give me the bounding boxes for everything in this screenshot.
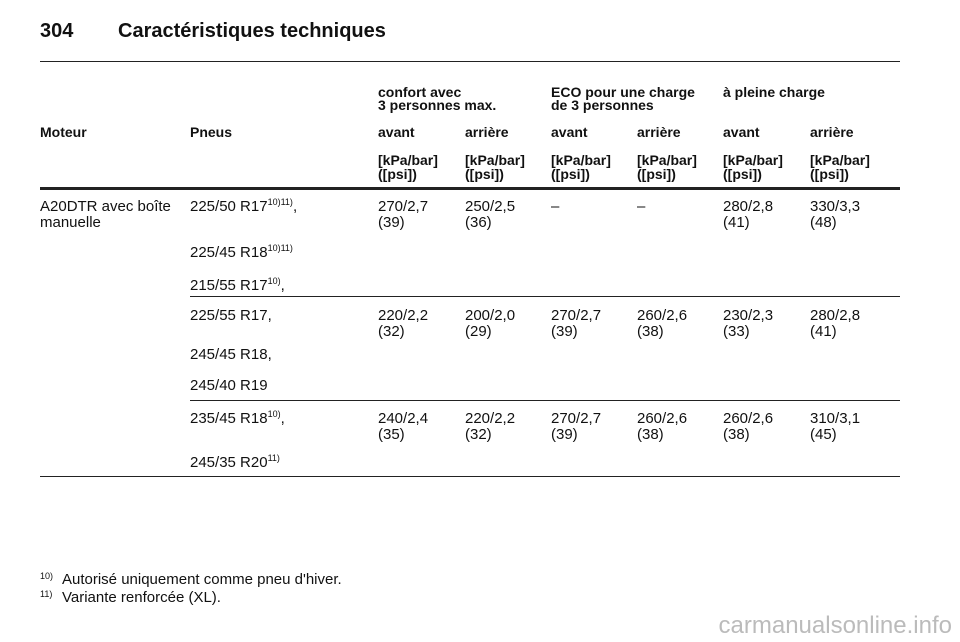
pressure: 220/2,2 bbox=[378, 307, 429, 324]
footnote-mark: 10) bbox=[40, 571, 54, 581]
pressure: – bbox=[637, 198, 646, 215]
tire-size: 225/50 R17 bbox=[190, 198, 268, 215]
rule bbox=[40, 61, 900, 62]
column-header: avant bbox=[723, 124, 760, 140]
punctuation: , bbox=[292, 198, 298, 215]
rule bbox=[40, 476, 900, 477]
rule bbox=[190, 296, 900, 297]
footnote-ref: 10) bbox=[267, 409, 281, 419]
unit: [kPa/bar] bbox=[378, 152, 438, 168]
unit: [kPa/bar] bbox=[551, 152, 611, 168]
punctuation: , bbox=[280, 410, 285, 427]
pressure: 260/2,6 bbox=[723, 410, 774, 427]
unit: ([psi]) bbox=[378, 166, 417, 182]
unit: [kPa/bar] bbox=[723, 152, 783, 168]
unit: ([psi]) bbox=[723, 166, 762, 182]
group-header: à pleine charge bbox=[723, 84, 825, 100]
rule bbox=[40, 187, 900, 190]
column-header: arrière bbox=[637, 124, 681, 140]
pressure: – bbox=[551, 198, 560, 215]
tire-size: 215/55 R17 bbox=[190, 277, 268, 294]
pressure: (39) bbox=[551, 426, 578, 443]
pressure: (48) bbox=[810, 214, 837, 231]
unit: [kPa/bar] bbox=[465, 152, 525, 168]
pressure: 260/2,6 bbox=[637, 410, 688, 427]
tire: 215/55 R1710), bbox=[190, 276, 285, 294]
pressure: (38) bbox=[637, 426, 664, 443]
pressure: 260/2,6 bbox=[637, 307, 688, 324]
pressure: 330/3,3 bbox=[810, 198, 861, 215]
page-number: 304 bbox=[40, 20, 74, 42]
tire-size: 225/45 R18 bbox=[190, 244, 268, 261]
pressure: 280/2,8 bbox=[810, 307, 861, 324]
column-header: arrière bbox=[810, 124, 854, 140]
pressure: 240/2,4 bbox=[378, 410, 429, 427]
tire: 235/45 R1810), bbox=[190, 409, 285, 427]
unit: ([psi]) bbox=[637, 166, 676, 182]
pressure: (32) bbox=[378, 323, 405, 340]
page-title: Caractéristiques techniques bbox=[118, 20, 386, 42]
tire-size: 245/45 R18, bbox=[190, 346, 272, 363]
rule bbox=[190, 400, 900, 401]
pressure: (35) bbox=[378, 426, 405, 443]
pressure: (45) bbox=[810, 426, 837, 443]
column-header: avant bbox=[378, 124, 415, 140]
pressure: (29) bbox=[465, 323, 492, 340]
pressure: 310/3,1 bbox=[810, 410, 861, 427]
punctuation: , bbox=[280, 277, 285, 294]
footnote-mark: 11) bbox=[40, 589, 53, 599]
pressure: (39) bbox=[378, 214, 405, 231]
tire-size: 245/35 R20 bbox=[190, 454, 268, 471]
pressure: 270/2,7 bbox=[551, 307, 602, 324]
unit: [kPa/bar] bbox=[810, 152, 870, 168]
group-header: ECO pour une charge bbox=[551, 84, 695, 100]
engine: A20DTR avec boîte bbox=[40, 198, 171, 215]
tire: 225/50 R1710)11), bbox=[190, 197, 298, 215]
footnote-text: Variante renforcée (XL). bbox=[62, 589, 221, 606]
tire-size: 225/55 R17, bbox=[190, 307, 272, 324]
tire: 245/40 R19 bbox=[190, 378, 268, 394]
footnote-ref: 11) bbox=[267, 453, 280, 463]
unit: ([psi]) bbox=[810, 166, 849, 182]
pressure: 200/2,0 bbox=[465, 307, 516, 324]
tire: 225/55 R17, bbox=[190, 308, 272, 324]
pressure: (39) bbox=[551, 323, 578, 340]
pressure: 270/2,7 bbox=[551, 410, 602, 427]
engine: manuelle bbox=[40, 214, 101, 231]
pressure: (41) bbox=[723, 214, 750, 231]
footnote-ref: 10)11) bbox=[267, 243, 293, 253]
group-header: de 3 personnes bbox=[551, 97, 654, 113]
tire: 245/45 R18, bbox=[190, 347, 272, 363]
group-header: 3 personnes max. bbox=[378, 97, 497, 113]
pressure: (38) bbox=[637, 323, 664, 340]
footnote-ref: 10)11) bbox=[267, 197, 293, 207]
column-header: Moteur bbox=[40, 124, 87, 140]
pressure: (32) bbox=[465, 426, 492, 443]
column-header: Pneus bbox=[190, 124, 233, 140]
group-header: confort avec bbox=[378, 84, 462, 100]
column-header: arrière bbox=[465, 124, 509, 140]
pressure: (36) bbox=[465, 214, 492, 231]
tire: 245/35 R2011) bbox=[190, 453, 280, 471]
pressure: 230/2,3 bbox=[723, 307, 774, 324]
pressure: (33) bbox=[723, 323, 750, 340]
pressure: 270/2,7 bbox=[378, 198, 429, 215]
pressure: 220/2,2 bbox=[465, 410, 516, 427]
unit: ([psi]) bbox=[551, 166, 590, 182]
tire-size: 245/40 R19 bbox=[190, 377, 268, 394]
pressure: (38) bbox=[723, 426, 750, 443]
pressure: 250/2,5 bbox=[465, 198, 516, 215]
unit: ([psi]) bbox=[465, 166, 504, 182]
watermark: carmanualsonline.info bbox=[718, 612, 952, 639]
pressure: 280/2,8 bbox=[723, 198, 774, 215]
tire: 225/45 R1810)11) bbox=[190, 243, 293, 261]
footnote-text: Autorisé uniquement comme pneu d'hiver. bbox=[62, 571, 342, 588]
unit: [kPa/bar] bbox=[637, 152, 697, 168]
tire-size: 235/45 R18 bbox=[190, 410, 268, 427]
column-header: avant bbox=[551, 124, 588, 140]
pressure: (41) bbox=[810, 323, 837, 340]
footnote-ref: 10) bbox=[267, 276, 281, 286]
